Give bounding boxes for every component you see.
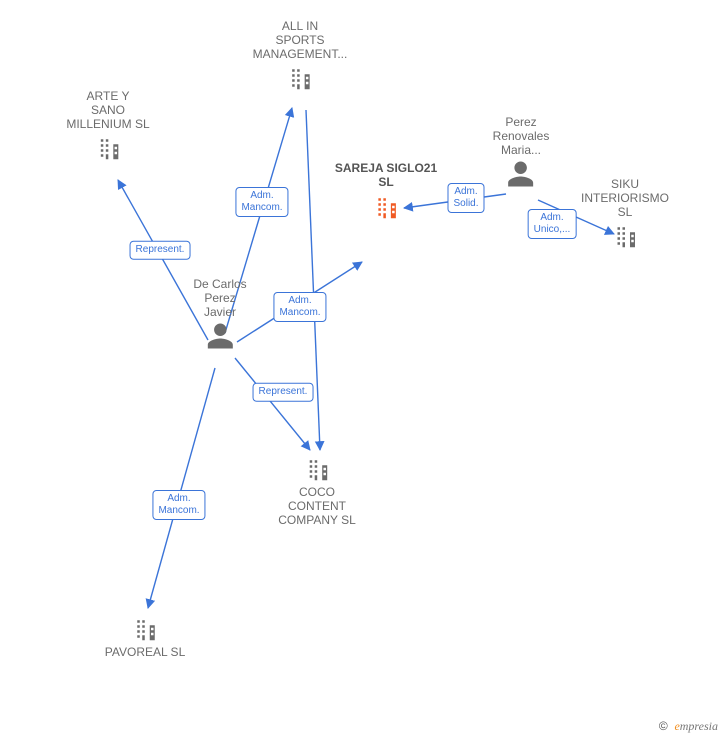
edge-label-represent-2: Represent. [253,383,314,402]
diagram-canvas: Represent. Adm. Mancom. Represent. Adm. … [0,0,728,740]
company-icon [335,192,437,222]
brand-rest: mpresia [680,719,718,733]
company-icon [278,454,356,484]
node-label-siku: SIKU INTERIORISMO SL [581,178,669,219]
node-coco[interactable]: COCO CONTENT COMPANY SL [278,452,356,527]
node-label-allin: ALL IN SPORTS MANAGEMENT... [253,20,348,61]
company-icon [253,63,348,93]
copyright-symbol: © [659,719,668,733]
footer-brand: © empresia [659,719,718,734]
edge-label-adm-unico: Adm. Unico,... [528,209,577,239]
company-icon [105,614,185,644]
edge-label-adm-solid: Adm. Solid. [447,183,484,213]
edge-decarlos-coco [235,358,310,450]
node-decarlos[interactable]: De Carlos Perez Javier [193,278,246,353]
node-label-coco: COCO CONTENT COMPANY SL [278,486,356,527]
node-label-arte: ARTE Y SANO MILLENIUM SL [66,90,149,131]
node-label-pavoreal: PAVOREAL SL [105,646,185,660]
edge-decarlos-pavoreal [148,368,215,608]
node-arte[interactable]: ARTE Y SANO MILLENIUM SL [66,90,149,165]
node-allin[interactable]: ALL IN SPORTS MANAGEMENT... [253,20,348,95]
node-siku[interactable]: SIKU INTERIORISMO SL [581,178,669,253]
node-label-decarlos: De Carlos Perez Javier [193,278,246,319]
person-icon [493,159,550,189]
company-icon [66,133,149,163]
edge-label-adm-mancom-1: Adm. Mancom. [235,187,288,217]
node-label-sareja: SAREJA SIGLO21 SL [335,162,437,190]
person-icon [193,321,246,351]
node-sareja[interactable]: SAREJA SIGLO21 SL [335,162,437,224]
node-pavoreal[interactable]: PAVOREAL SL [105,612,185,660]
company-icon [581,221,669,251]
edge-label-adm-mancom-3: Adm. Mancom. [152,490,205,520]
node-label-perez: Perez Renovales Maria... [493,116,550,157]
node-perez[interactable]: Perez Renovales Maria... [493,116,550,191]
edge-label-represent-1: Represent. [130,241,191,260]
edge-label-adm-mancom-2: Adm. Mancom. [273,292,326,322]
